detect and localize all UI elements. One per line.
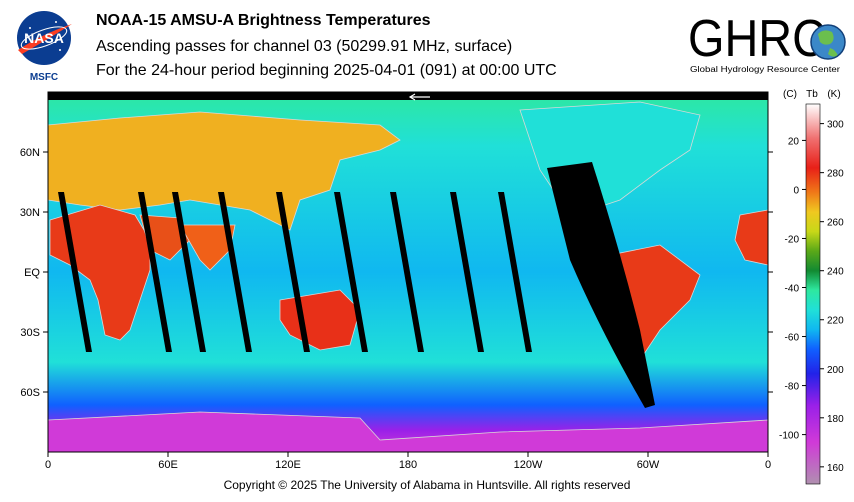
colorbar-label-tb: Tb: [806, 89, 818, 100]
colorbar-kelvin-tick-label: 260: [827, 218, 844, 229]
nasa-msfc-logo: NASA MSFC: [17, 11, 72, 83]
x-axis-ticks: 0 60E 120E 180 120W 60W 0: [45, 452, 771, 471]
colorbar-celsius-tick-label: 20: [788, 136, 800, 147]
colorbar-celsius-tick-label: -40: [785, 284, 800, 295]
arrow-head: [408, 93, 416, 101]
no-data-swath: [172, 192, 206, 352]
colorbar-kelvin-tick-label: 180: [827, 414, 844, 425]
colorbar-kelvin-tick-label: 200: [827, 365, 844, 376]
x-tick-label: 0: [45, 459, 51, 471]
globe-icon: [810, 24, 846, 60]
chart-period: For the 24-hour period beginning 2025-04…: [96, 62, 557, 79]
chart-title: NOAA-15 AMSU-A Brightness Temperatures: [96, 12, 431, 29]
date-line-arrow-icon: [408, 93, 430, 101]
x-tick-label: 180: [399, 459, 417, 471]
land-west-africa-right: [734, 209, 768, 266]
colorbar-celsius-tick-label: -100: [779, 431, 799, 442]
land-eurasia: [48, 111, 401, 231]
colorbar-celsius-tick-label: -60: [785, 333, 800, 344]
y-tick-label: 30N: [20, 207, 40, 219]
colorbar-label-celsius: (C): [783, 89, 797, 100]
no-data-swath: [390, 192, 424, 352]
y-tick-label: EQ: [24, 267, 40, 279]
nasa-logo-text: NASA: [24, 30, 64, 46]
no-data-swath: [276, 192, 310, 352]
no-data-swath: [138, 192, 172, 352]
colorbar-celsius-tick-label: 0: [793, 185, 799, 196]
y-tick-label: 60S: [20, 387, 40, 399]
y-axis-ticks: 60N 30N EQ 30S 60S: [20, 147, 773, 399]
chart-subtitle: Ascending passes for channel 03 (50299.9…: [96, 38, 513, 55]
y-tick-label: 30S: [20, 327, 40, 339]
no-data-swath: [450, 192, 484, 352]
colorbar-celsius-ticks: 20 0 -20 -40 -60 -80 -100: [779, 136, 806, 442]
map-field: [48, 92, 768, 452]
y-tick-label: 60N: [20, 147, 40, 159]
no-data-swaths: [58, 192, 532, 352]
colorbar-label-kelvin: (K): [827, 89, 840, 100]
no-data-swath: [334, 192, 368, 352]
copyright-notice: Copyright © 2025 The University of Alaba…: [223, 478, 631, 492]
polar-top-band: [48, 92, 768, 100]
ghrc-logo-subtitle: Global Hydrology Resource Center: [690, 65, 840, 74]
colorbar-kelvin-tick-label: 240: [827, 267, 844, 278]
no-data-swath: [498, 192, 532, 352]
no-data-region-americas: [547, 162, 655, 408]
colorbar: [805, 103, 821, 485]
ghrc-logo: GHRC Global Hydrology Resource Center: [688, 10, 846, 74]
no-data-swath: [58, 192, 92, 352]
x-tick-label: 60E: [158, 459, 178, 471]
no-data-swath: [218, 192, 252, 352]
colorbar-kelvin-tick-label: 160: [827, 463, 844, 474]
x-tick-label: 0: [765, 459, 771, 471]
msfc-logo-text: MSFC: [30, 72, 58, 83]
x-tick-label: 120W: [514, 459, 543, 471]
land-antarctica: [48, 411, 768, 452]
colorbar-kelvin-tick-label: 280: [827, 169, 844, 180]
ghrc-logo-text: GHRC: [688, 10, 826, 68]
x-tick-label: 120E: [275, 459, 301, 471]
colorbar-celsius-tick-label: -20: [785, 234, 800, 245]
land-masses: [48, 101, 768, 452]
colorbar-celsius-tick-label: -80: [785, 382, 800, 393]
colorbar-kelvin-tick-label: 300: [827, 120, 844, 131]
x-tick-label: 60W: [637, 459, 660, 471]
colorbar-kelvin-tick-label: 220: [827, 316, 844, 327]
colorbar-kelvin-ticks: 300 280 260 240 220 200 180 160: [820, 120, 844, 474]
